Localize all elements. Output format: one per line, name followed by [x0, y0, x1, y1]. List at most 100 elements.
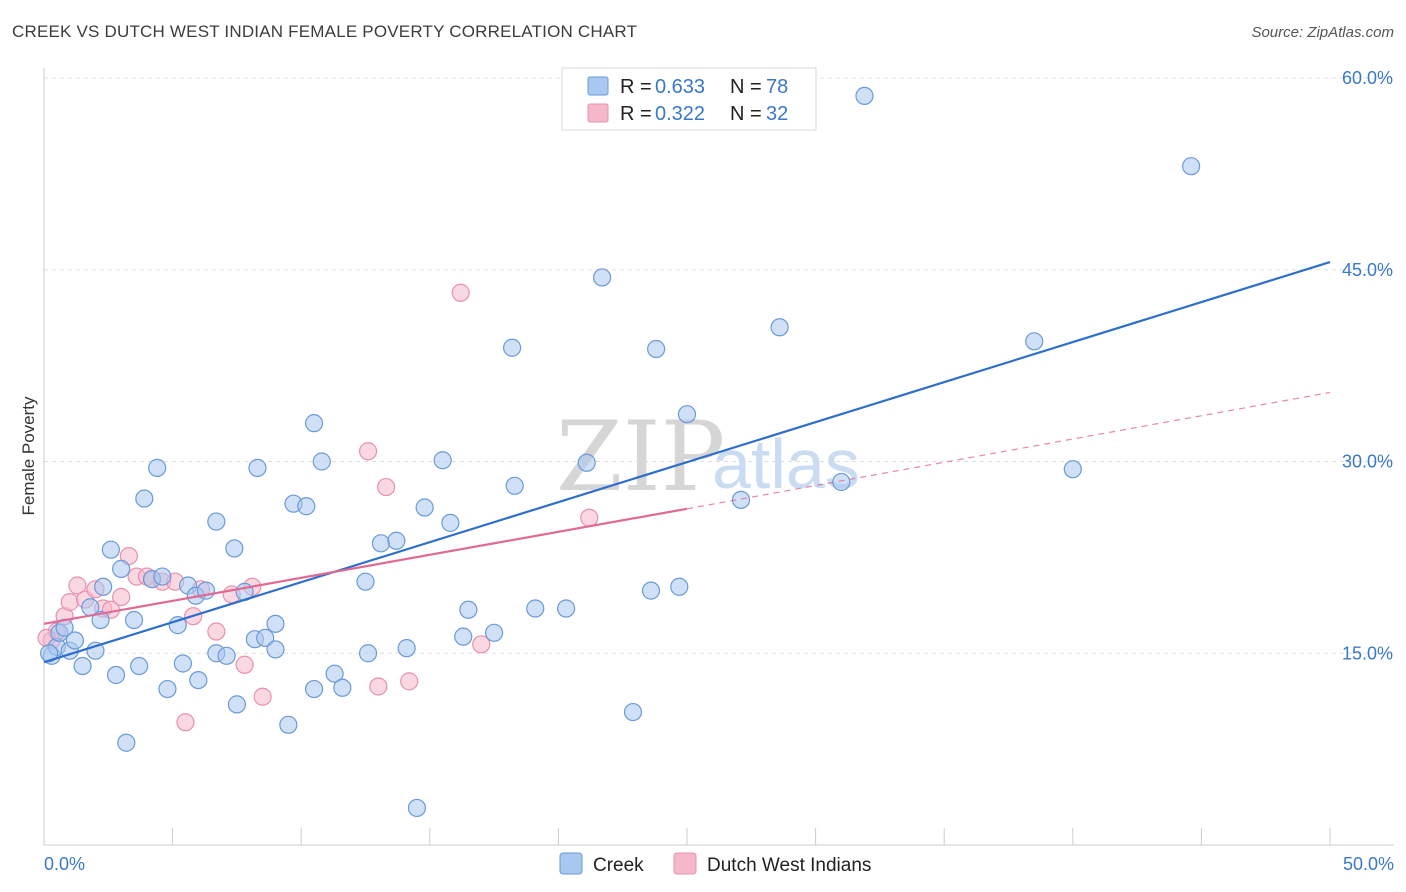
creek-point — [358, 644, 378, 663]
legend-swatch-dwi — [587, 103, 609, 123]
creek-point — [217, 646, 236, 665]
dwi-point — [235, 655, 254, 674]
creek-point — [130, 656, 149, 676]
creek-point — [1063, 460, 1082, 479]
creek-point — [855, 86, 874, 105]
creek-point — [557, 599, 576, 618]
creek-point — [770, 318, 789, 337]
creek-point — [387, 531, 406, 550]
creek-point — [503, 338, 522, 357]
creek-point — [526, 599, 545, 618]
chart-source: Source: ZipAtlas.com — [1251, 24, 1394, 41]
creek-point — [407, 798, 427, 818]
creek-point — [593, 268, 612, 287]
creek-point — [173, 654, 192, 673]
creek-point — [225, 539, 244, 558]
legend-n-value-dwi: 32 — [766, 103, 788, 125]
dwi-point — [253, 687, 272, 706]
dwi-point — [369, 677, 388, 696]
creek-point — [297, 497, 316, 516]
creek-point — [189, 670, 208, 690]
y-tick-label: 45.0% — [1342, 260, 1393, 280]
y-tick-label: 30.0% — [1342, 452, 1393, 472]
creek-point — [40, 644, 59, 663]
x-tick-label-max: 50.0% — [1343, 854, 1394, 874]
dwi-point — [358, 442, 378, 461]
creek-point — [227, 695, 246, 714]
creek-point — [677, 405, 697, 424]
bottom-legend-swatch-dwi — [673, 852, 697, 875]
creek-point — [1025, 332, 1044, 351]
creek-point — [1182, 157, 1201, 176]
creek-point — [101, 540, 120, 559]
trend-lines — [43, 261, 1331, 664]
creek-point — [647, 339, 666, 359]
creek-point — [577, 453, 596, 472]
creek-point — [832, 472, 851, 492]
creek-point — [623, 702, 643, 722]
bottom-legend-label-dwi: Dutch West Indians — [707, 855, 871, 876]
creek-point — [333, 678, 352, 697]
bottom-legend-label-creek: Creek — [593, 855, 644, 876]
creek-point — [248, 458, 267, 477]
dwi-point — [112, 587, 131, 607]
dwi-point — [400, 672, 419, 691]
y-tick-labels: 15.0% 30.0% 45.0% 60.0% — [1342, 68, 1393, 663]
chart-title: CREEK VS DUTCH WEST INDIAN FEMALE POVERT… — [12, 22, 638, 41]
creek-point — [65, 631, 84, 650]
creek-point — [207, 512, 226, 531]
creek-point — [641, 581, 661, 600]
creek-point — [459, 600, 478, 619]
dwi-trend-line — [43, 507, 688, 625]
dwi-point — [451, 283, 470, 302]
creek-point — [312, 452, 331, 471]
creek-point — [94, 577, 113, 596]
creek-trend-line — [43, 261, 1331, 664]
creek-point — [505, 476, 524, 495]
creek-point — [304, 414, 324, 433]
creek-point — [371, 534, 391, 553]
creek-points — [40, 86, 1201, 818]
legend-r-label-dwi: R = — [620, 103, 652, 125]
dwi-point — [207, 622, 226, 641]
watermark-atlas: atlas — [712, 425, 860, 503]
creek-point — [325, 664, 344, 683]
creek-point — [153, 567, 172, 586]
y-axis-label: Female Poverty — [19, 396, 38, 516]
x-tick-label-min: 0.0% — [44, 854, 85, 874]
y-tick-label: 15.0% — [1342, 643, 1393, 663]
creek-point — [106, 665, 126, 685]
creek-point — [397, 639, 416, 658]
legend-r-value-creek: 0.633 — [655, 76, 705, 98]
dwi-trend-extension — [686, 391, 1331, 510]
dwi-point — [472, 635, 491, 654]
creek-point — [441, 513, 460, 532]
legend-r-value-dwi: 0.322 — [655, 103, 705, 125]
creek-point — [415, 498, 434, 517]
creek-point — [433, 451, 452, 470]
creek-point — [454, 627, 473, 646]
creek-point — [91, 610, 110, 630]
legend-n-label-dwi: N = — [730, 103, 762, 125]
x-ticks — [43, 828, 1331, 845]
dwi-point — [60, 593, 79, 612]
creek-point — [279, 715, 298, 734]
creek-point — [124, 610, 144, 630]
creek-point — [670, 577, 689, 596]
dwi-point — [580, 508, 599, 527]
creek-point — [112, 559, 131, 578]
creek-point — [158, 679, 177, 699]
top-legend: R = 0.633 N = 78 R = 0.322 N = 32 — [561, 67, 817, 131]
creek-point — [485, 623, 504, 642]
legend-n-label-creek: N = — [730, 76, 762, 98]
creek-point — [135, 489, 154, 508]
y-tick-label: 60.0% — [1342, 68, 1393, 88]
creek-point — [73, 656, 92, 676]
dwi-point — [176, 713, 195, 732]
creek-point — [304, 679, 324, 699]
legend-swatch-creek — [587, 76, 609, 96]
creek-point — [117, 733, 136, 752]
creek-point — [731, 490, 751, 509]
legend-r-label-creek: R = — [620, 76, 652, 98]
